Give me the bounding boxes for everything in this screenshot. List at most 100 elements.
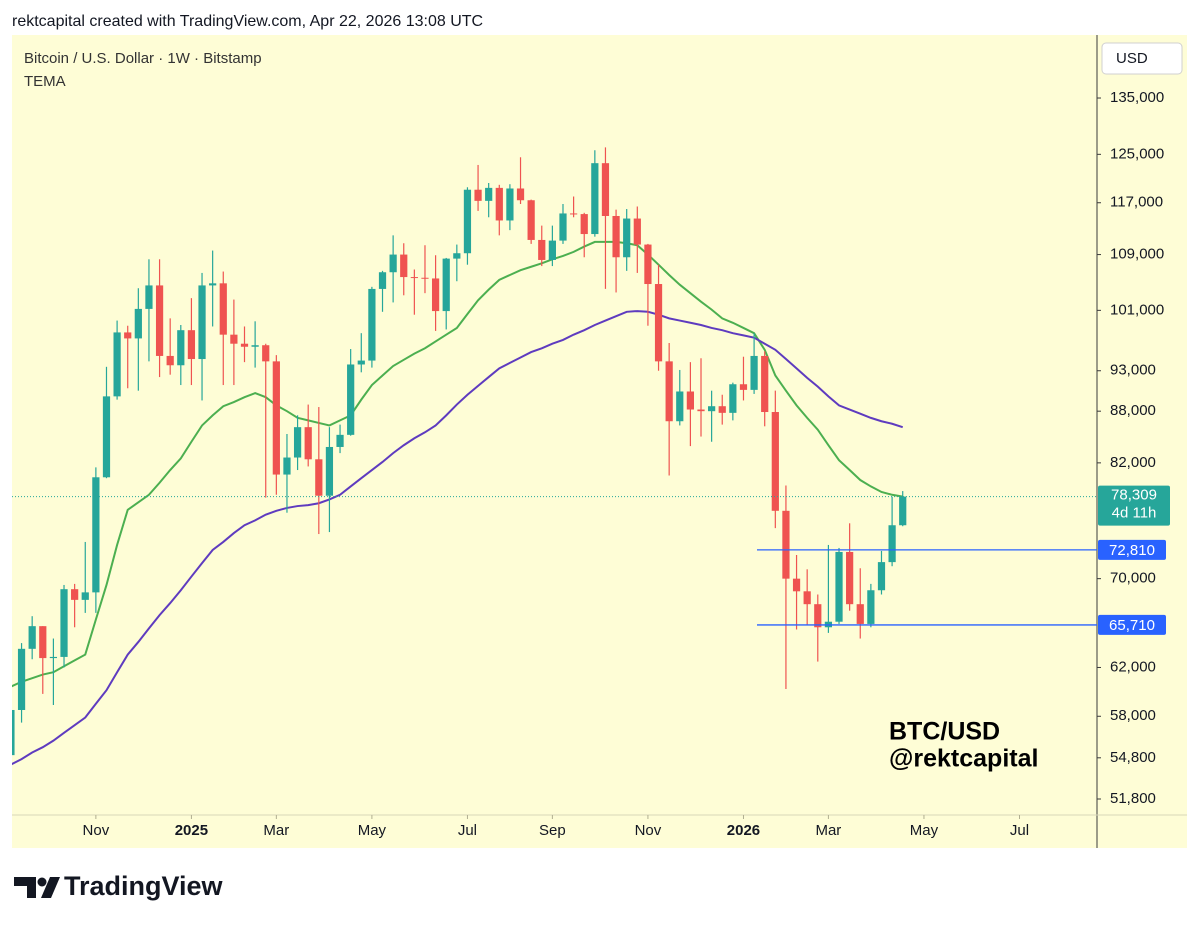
annotation: BTC/USD [889, 718, 1000, 746]
candle-body [92, 477, 100, 593]
candle-body [113, 332, 121, 397]
candle-body [293, 427, 302, 458]
countdown-label: 4d 11h [1112, 505, 1157, 522]
x-tick-label: 2025 [175, 822, 208, 839]
last-price-label: 78,309 [1111, 487, 1157, 504]
currency-button[interactable] [1101, 42, 1183, 75]
candle-body [718, 406, 726, 413]
candle-body [559, 213, 567, 241]
candle-body [474, 189, 482, 201]
candle-body [230, 334, 238, 344]
candle-body [570, 213, 578, 215]
candle-body [888, 525, 896, 563]
x-tick-label: May [910, 822, 939, 839]
candle-body [81, 592, 89, 600]
candle-body [315, 459, 323, 496]
y-tick-label: 135,000 [1110, 89, 1164, 106]
candle-body [400, 254, 408, 278]
candle-body [39, 626, 47, 659]
candle-body [145, 285, 153, 309]
brand-name: TradingView [64, 871, 224, 901]
x-tick-label: 2026 [727, 822, 760, 839]
candle-body [240, 343, 249, 347]
currency-label[interactable]: USD [1116, 50, 1148, 67]
candle-body [771, 412, 779, 511]
y-tick-label: 109,000 [1110, 246, 1164, 263]
candle-body [601, 163, 610, 216]
y-tick-label: 58,000 [1110, 707, 1156, 724]
candle-body [421, 277, 429, 279]
candle-body [177, 330, 185, 366]
candle-body [485, 187, 493, 201]
candle-body [612, 215, 620, 258]
candle-body [71, 589, 79, 600]
price-label-box [1098, 539, 1166, 560]
candle-body [739, 384, 748, 390]
price-label-box [1098, 614, 1166, 635]
candle-body [155, 285, 164, 356]
candle-body [506, 188, 514, 221]
price-label: 72,810 [1109, 542, 1155, 559]
candle-body [708, 406, 716, 412]
plot-area [12, 147, 907, 766]
candle-body [336, 434, 344, 447]
candle-body [538, 239, 546, 260]
candle-body [548, 240, 556, 260]
x-tick-label: Nov [83, 822, 110, 839]
y-tick-label: 125,000 [1110, 145, 1164, 162]
candle-body [814, 604, 822, 628]
candle-body [899, 496, 907, 526]
x-tick-label: Jul [1010, 822, 1029, 839]
indicator-label: TEMA [24, 73, 66, 90]
candle-body [676, 391, 684, 422]
candle-body [729, 384, 737, 413]
header: rektcapital created with TradingView.com… [12, 13, 483, 30]
candle-body [686, 391, 694, 410]
y-tick-label: 54,800 [1110, 749, 1156, 766]
candle-body [580, 214, 588, 235]
candle-body [187, 330, 196, 360]
candle-body [453, 253, 461, 259]
x-tick-label: May [358, 822, 387, 839]
candle-body [516, 188, 525, 201]
candle-body [368, 288, 376, 361]
candle-body [495, 187, 503, 221]
candle-body [357, 360, 365, 365]
candle-body [251, 345, 259, 347]
candle-body [877, 562, 886, 591]
candle-body [410, 277, 418, 279]
candle-body [867, 590, 875, 624]
candle-body [12, 709, 15, 756]
candle-body [591, 163, 599, 235]
chart-background [12, 35, 1187, 848]
candle-body [431, 278, 440, 312]
y-tick-label: 101,000 [1110, 301, 1164, 318]
candle-body [750, 355, 758, 390]
candle-body [124, 332, 132, 339]
annotation: @rektcapital [889, 745, 1038, 773]
candle-body [272, 361, 280, 475]
brand-logo [14, 877, 60, 898]
candle-body [633, 218, 641, 245]
candle-body [463, 189, 472, 254]
candle-body [134, 308, 142, 339]
candle-body [304, 427, 312, 460]
y-tick-label: 117,000 [1110, 194, 1163, 211]
candle-body [792, 578, 801, 592]
candle-body [102, 396, 111, 478]
candle-body [623, 218, 631, 258]
candle-body [198, 285, 206, 360]
x-tick-label: Nov [635, 822, 662, 839]
candle-body [527, 200, 535, 240]
y-tick-label: 51,800 [1110, 790, 1156, 807]
candle-body [782, 510, 790, 579]
y-tick-label: 62,000 [1110, 658, 1156, 675]
candle-body [347, 364, 355, 435]
candle-body [209, 283, 217, 286]
candle-body [262, 345, 270, 362]
x-tick-label: Jul [458, 822, 477, 839]
x-tick-label: Sep [539, 822, 566, 839]
candle-body [803, 591, 811, 605]
